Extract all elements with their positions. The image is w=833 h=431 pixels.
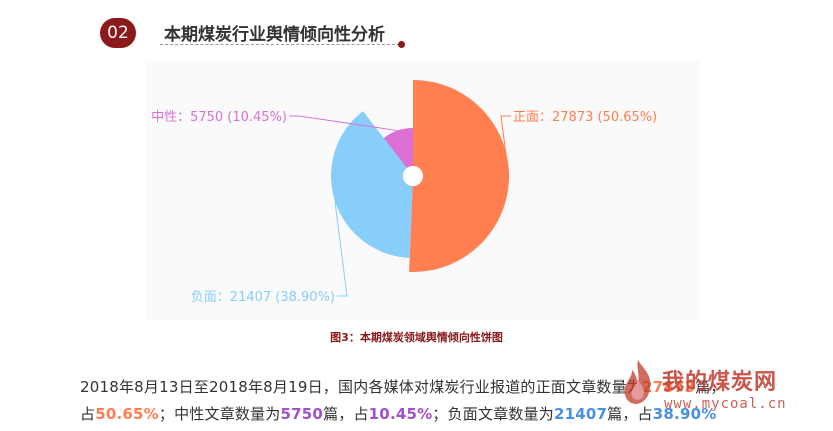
- site-watermark: 我的煤炭网 www.mycoal.cn: [618, 354, 828, 426]
- summary-text: 篇，: [695, 378, 726, 396]
- section-number-badge: 02: [100, 18, 136, 48]
- chart-panel: 正面：27873 (50.65%) 负面：21407 (38.90%) 中性：575…: [145, 60, 700, 320]
- label-leader-line-3: [289, 115, 398, 132]
- pie-slice-2: [331, 111, 413, 258]
- slice-label-3: 中性：5750 (10.45%): [151, 110, 287, 125]
- summary-text: ；负面文章数量为: [432, 405, 554, 423]
- positive-count: 27873: [642, 378, 696, 396]
- summary-text: ；中性文章数量为: [158, 405, 281, 423]
- positive-percent: 50.65%: [95, 405, 159, 423]
- slice-label-2: 负面：21407 (38.90%): [191, 290, 335, 305]
- watermark-name: 我的煤炭网: [662, 370, 778, 395]
- flame-logo-icon: [624, 360, 651, 404]
- summary-text: 篇，占: [607, 405, 653, 423]
- summary-text: 篇，占: [323, 405, 369, 423]
- neutral-count: 5750: [280, 405, 324, 423]
- negative-percent: 38.90%: [652, 405, 717, 423]
- rose-pie-chart: 正面：27873 (50.65%) 负面：21407 (38.90%) 中性：575…: [151, 80, 657, 305]
- summary-line-2: 占50.65%；中性文章数量为5750篇，占10.45%；负面文章数量为2140…: [80, 401, 820, 428]
- center-hole: [403, 166, 423, 186]
- section-title: 本期煤炭行业舆情倾向性分析: [164, 25, 385, 45]
- summary-paragraph: 2018年8月13日至2018年8月19日，国内各媒体对煤炭行业报道的正面文章数…: [80, 374, 820, 428]
- summary-text: 占: [80, 405, 96, 423]
- section-header: 02 本期煤炭行业舆情倾向性分析: [100, 16, 410, 52]
- pie-slice-3: [383, 128, 413, 169]
- title-underline: [160, 44, 400, 45]
- summary-text: 2018年8月13日至2018年8月19日，国内各媒体对煤炭行业报道的正面文章数…: [80, 378, 643, 396]
- watermark-url: www.mycoal.cn: [664, 396, 787, 412]
- chart-caption: 图3：本期煤炭领域舆情倾向性饼图: [330, 331, 503, 344]
- title-dot: [398, 41, 405, 48]
- slice-label-1: 正面：27873 (50.65%): [513, 110, 657, 125]
- summary-line-1: 2018年8月13日至2018年8月19日，国内各媒体对煤炭行业报道的正面文章数…: [80, 374, 820, 401]
- label-leader-line-1: [500, 115, 511, 179]
- negative-count: 21407: [553, 405, 608, 423]
- neutral-percent: 10.45%: [368, 405, 433, 423]
- label-leader-line-2: [334, 200, 348, 297]
- pie-slice-1: [409, 80, 510, 272]
